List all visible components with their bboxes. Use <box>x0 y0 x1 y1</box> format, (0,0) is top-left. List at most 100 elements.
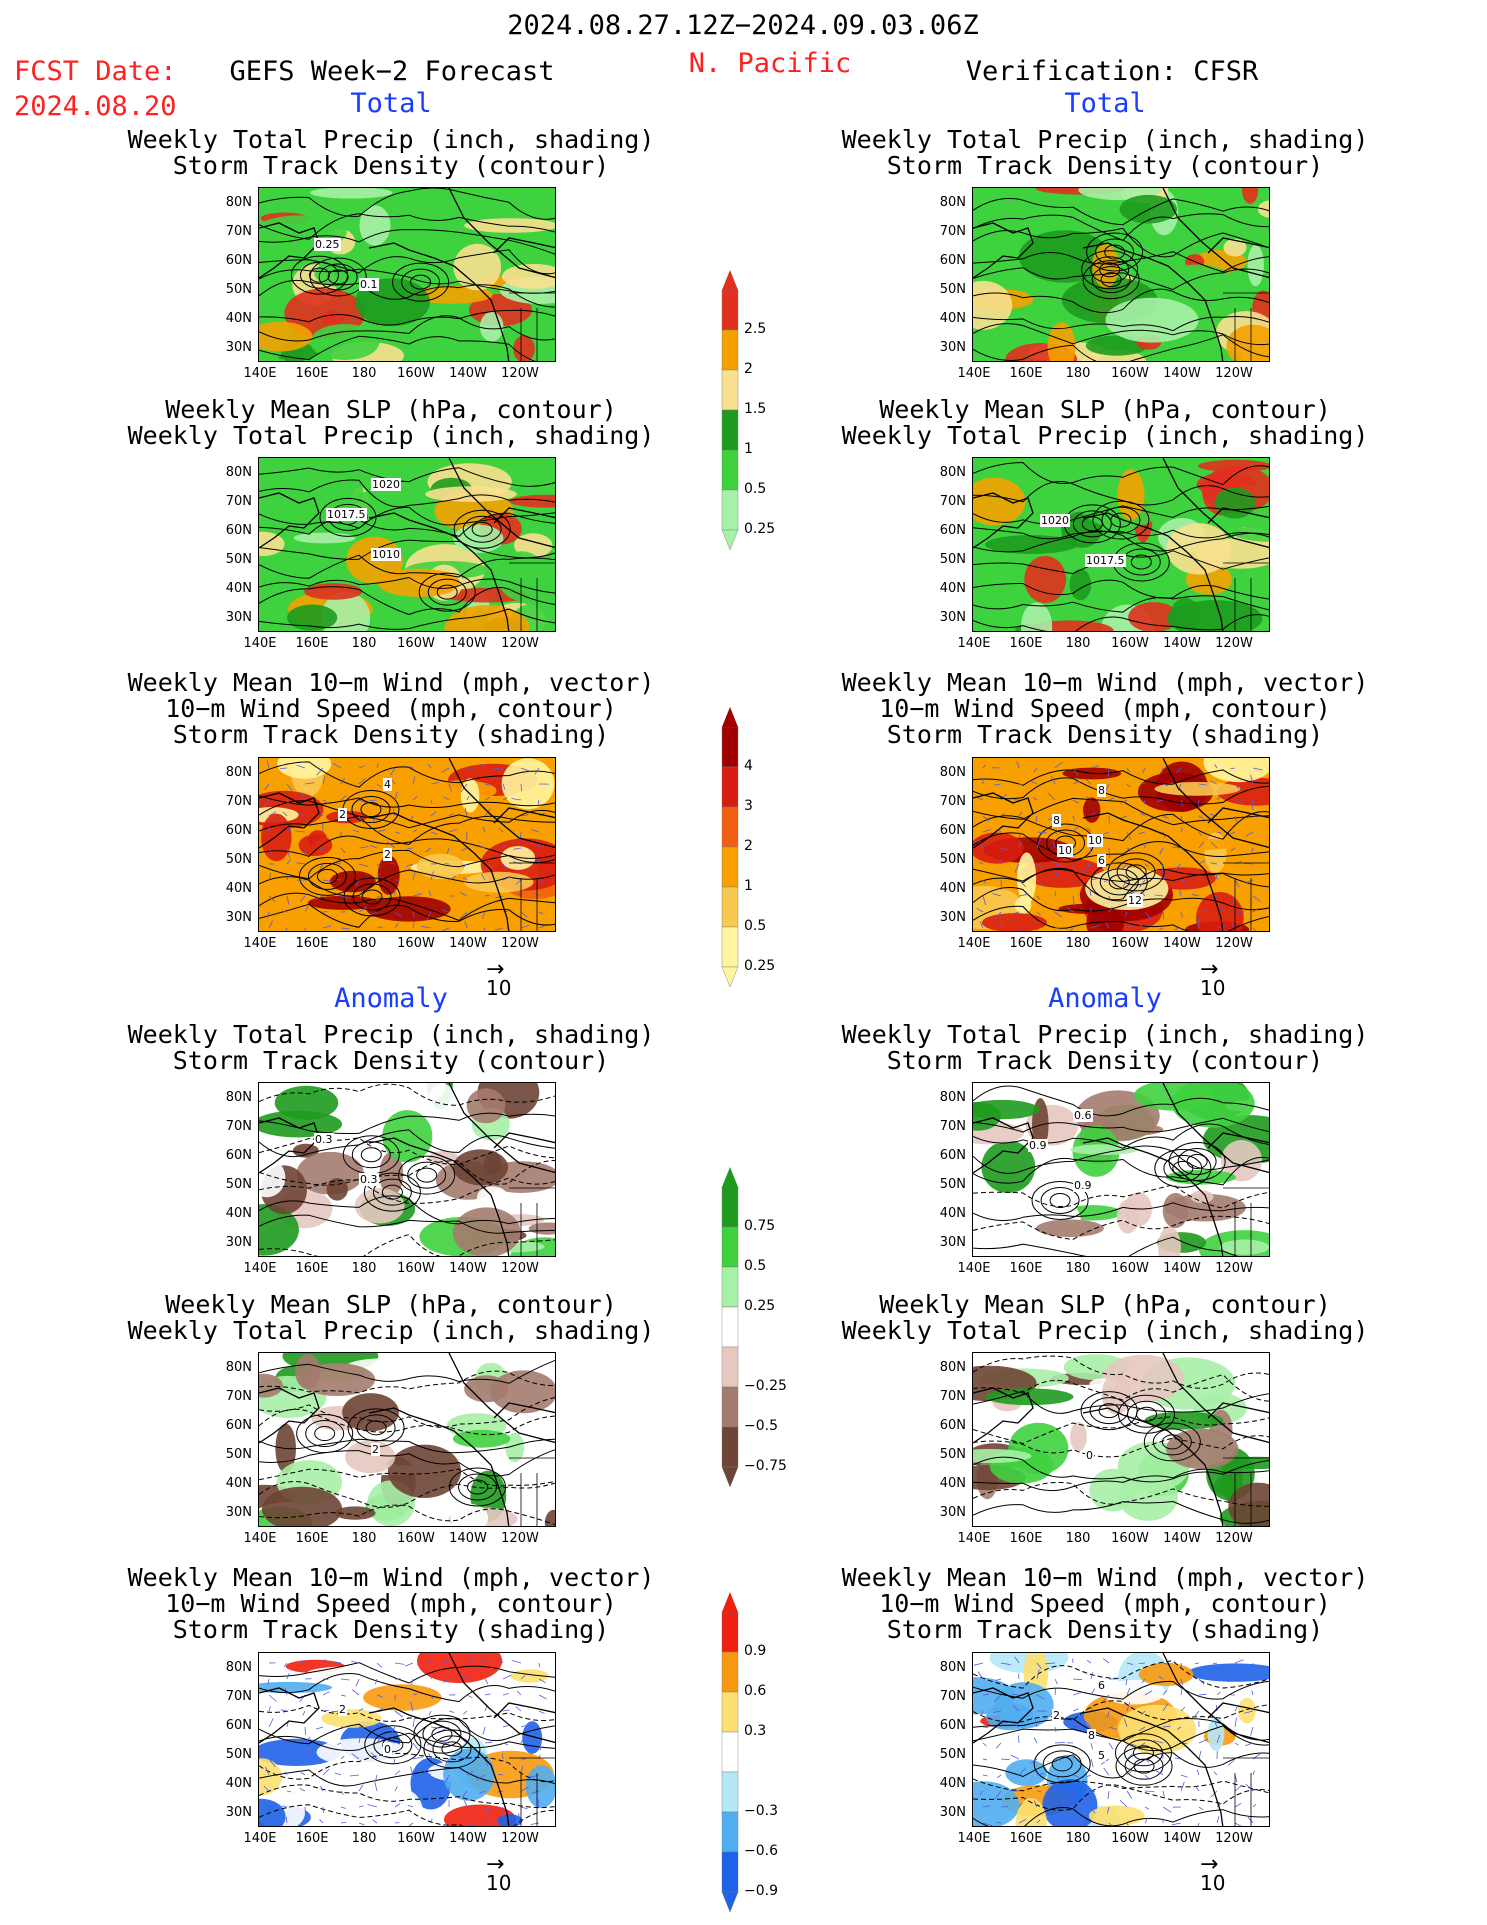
contour-line <box>973 769 1269 786</box>
lon-tick-label: 140E <box>243 1261 277 1276</box>
wind-vector <box>1126 783 1131 788</box>
lon-tick-label: 160E <box>1009 366 1043 381</box>
wind-vector <box>1045 1662 1056 1665</box>
vector-reference-value: 10 <box>1200 976 1226 1000</box>
lat-tick-label: 50N <box>939 552 966 567</box>
wind-vector <box>502 797 508 801</box>
contour-label: 10 <box>1057 844 1073 857</box>
contour-line <box>259 1784 555 1809</box>
colorbar-label: 0.5 <box>744 481 767 497</box>
colorbar-segment <box>721 409 739 451</box>
wind-vector <box>351 1753 360 1760</box>
contour-ring <box>372 1178 412 1206</box>
wind-vector <box>280 1709 288 1712</box>
wind-vector <box>427 1742 432 1746</box>
map-panel <box>972 187 1270 362</box>
wind-vector <box>1180 911 1183 918</box>
wind-vector <box>304 906 309 913</box>
wind-vector <box>982 1693 990 1696</box>
contour-line <box>973 267 1269 291</box>
wind-vector <box>1090 811 1096 817</box>
contour-label: 0.25 <box>314 238 341 251</box>
wind-vector <box>538 925 545 929</box>
wind-vector <box>1108 797 1115 801</box>
wind-vector <box>502 876 511 881</box>
lat-tick-label: 80N <box>939 1090 966 1105</box>
wind-vector <box>412 1756 423 1760</box>
wind-vector <box>1171 846 1182 849</box>
shading-region <box>522 1721 543 1754</box>
lat-tick-label: 70N <box>225 1119 252 1134</box>
contour-line <box>973 315 1269 332</box>
wind-vector <box>461 1675 468 1680</box>
wind-vector <box>268 1718 274 1728</box>
contour-ring <box>1051 1756 1073 1772</box>
contour-ring <box>307 862 347 890</box>
contour-ring <box>1143 1422 1201 1462</box>
colorbar-segment <box>721 369 739 411</box>
lat-tick-label: 30N <box>225 610 252 625</box>
shading-region <box>310 324 380 360</box>
wind-vector <box>1234 815 1237 823</box>
shading-region <box>973 1101 1001 1131</box>
wind-vector <box>464 807 468 817</box>
wind-vector <box>369 799 378 801</box>
contour-ring <box>1100 272 1122 288</box>
wind-vector <box>502 1742 509 1746</box>
contour-line <box>259 1752 555 1783</box>
lon-tick-label: 140E <box>243 1831 277 1846</box>
wind-vector <box>336 879 342 881</box>
wind-vector <box>1252 1770 1255 1776</box>
colorbar-segment <box>721 329 739 371</box>
wind-vector <box>1230 767 1236 770</box>
wind-vector <box>1198 910 1206 913</box>
contour-ring <box>360 802 382 818</box>
wind-vector <box>534 767 540 775</box>
wind-vector <box>992 893 1002 897</box>
contour-line <box>259 1504 555 1525</box>
wind-vector <box>1173 927 1182 930</box>
wind-vector <box>358 863 369 867</box>
colorbar-label: 1 <box>744 441 753 457</box>
wind-vector <box>1036 1694 1045 1700</box>
wind-vector <box>1069 927 1074 931</box>
lon-tick-label: 180 <box>351 1261 377 1276</box>
panel-title-line: Storm Track Density (shading) <box>172 720 610 749</box>
contour-line <box>259 539 555 560</box>
lat-tick-label: 40N <box>939 311 966 326</box>
colorbar-label: 2 <box>744 361 753 377</box>
wind-vector <box>1090 878 1098 881</box>
wind-vector <box>282 1741 288 1744</box>
wind-vector <box>1018 811 1023 817</box>
colorbar-label: −0.5 <box>744 1418 778 1434</box>
wind-vector <box>1180 1678 1184 1686</box>
wind-vector <box>1013 911 1020 915</box>
wind-vector <box>530 1822 540 1825</box>
wind-vector <box>425 847 432 853</box>
wind-vector <box>358 1707 364 1712</box>
period-title: 2024.08.27.12Z−2024.09.03.06Z <box>507 10 979 41</box>
wind-vector <box>1054 1758 1061 1761</box>
lat-tick-label: 50N <box>939 852 966 867</box>
wind-vector <box>1030 780 1038 785</box>
contour-label: 8 <box>1087 1729 1096 1742</box>
wind-vector <box>340 895 351 899</box>
wind-vector <box>464 920 468 929</box>
wind-vector <box>265 1766 270 1776</box>
wind-vector <box>1090 1672 1094 1680</box>
wind-vector <box>1018 841 1022 849</box>
shading-region <box>1088 1805 1145 1826</box>
lat-tick-label: 80N <box>939 465 966 480</box>
shading-region <box>985 535 1078 554</box>
wind-vector <box>428 1753 432 1760</box>
wind-vector <box>1227 1678 1236 1683</box>
wind-vector <box>424 1770 432 1776</box>
wind-vector <box>529 1726 540 1731</box>
wind-vector <box>1083 1720 1092 1728</box>
wind-vector <box>1036 895 1041 900</box>
wind-vector <box>1192 893 1200 897</box>
wind-vector <box>1180 1781 1185 1792</box>
lon-tick-label: 180 <box>351 1531 377 1546</box>
wind-vector <box>1162 1662 1169 1665</box>
contour-line <box>259 903 555 928</box>
